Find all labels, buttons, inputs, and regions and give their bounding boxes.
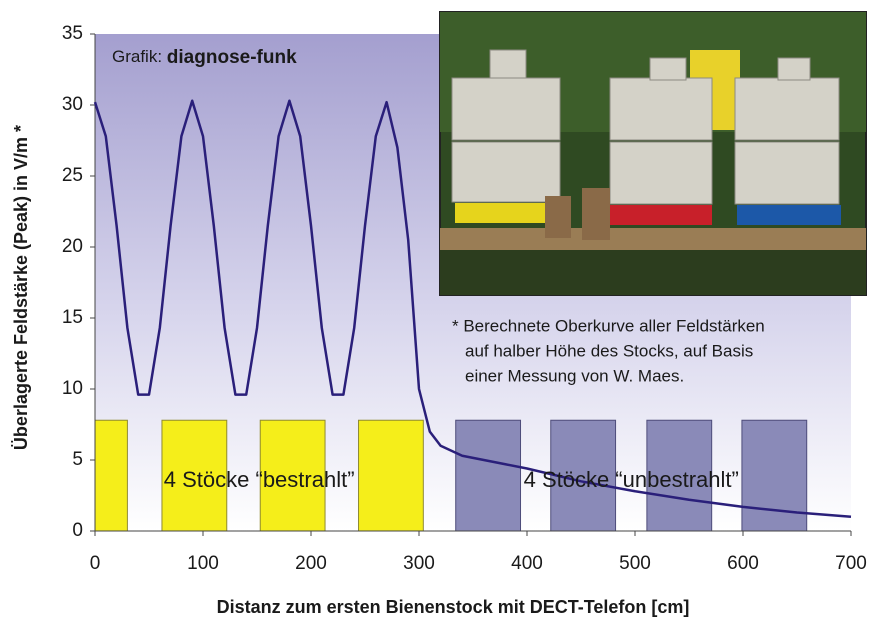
x-tick-label: 300: [403, 553, 435, 574]
y-tick-label: 30: [62, 94, 83, 115]
group-label: 4 Stöcke “unbestrahlt”: [524, 467, 739, 492]
hive-bar: [259, 419, 326, 532]
footnote: * Berechnete Oberkurve aller Feldstärken: [452, 316, 765, 335]
x-tick-label: 0: [90, 553, 101, 574]
y-axis-title: Überlagerte Feldstärke (Peak) in V/m *: [11, 125, 31, 450]
x-axis-title: Distanz zum ersten Bienenstock mit DECT-…: [217, 597, 690, 617]
y-tick-label: 15: [62, 307, 83, 328]
y-tick-label: 35: [62, 23, 83, 44]
field-curve: [93, 99, 852, 519]
y-tick-label: 5: [72, 449, 83, 470]
y-tick-label: 10: [62, 378, 83, 399]
footnote: auf halber Höhe des Stocks, auf Basis: [465, 341, 753, 360]
y-tick-label: 20: [62, 236, 83, 257]
hive-bar: [741, 419, 808, 532]
source-name: diagnose-funk: [167, 47, 297, 68]
hive-bar: [161, 419, 228, 532]
x-tick-label: 700: [835, 553, 867, 574]
source-label: Grafik: diagnose-funk: [112, 47, 297, 68]
y-tick-label: 0: [72, 520, 83, 541]
x-tick-label: 500: [619, 553, 651, 574]
source-prefix: Grafik:: [112, 47, 162, 66]
x-tick-label: 200: [295, 553, 327, 574]
x-tick-label: 600: [727, 553, 759, 574]
group-label: 4 Stöcke “bestrahlt”: [164, 467, 355, 492]
x-tick-label: 100: [187, 553, 219, 574]
x-tick-label: 400: [511, 553, 543, 574]
footnote: einer Messung von W. Maes.: [465, 366, 684, 385]
hive-bar: [358, 419, 424, 532]
hive-bar: [455, 419, 522, 532]
hive-bar: [94, 419, 128, 532]
hive-photo: [439, 11, 867, 296]
y-tick-label: 25: [62, 165, 83, 186]
